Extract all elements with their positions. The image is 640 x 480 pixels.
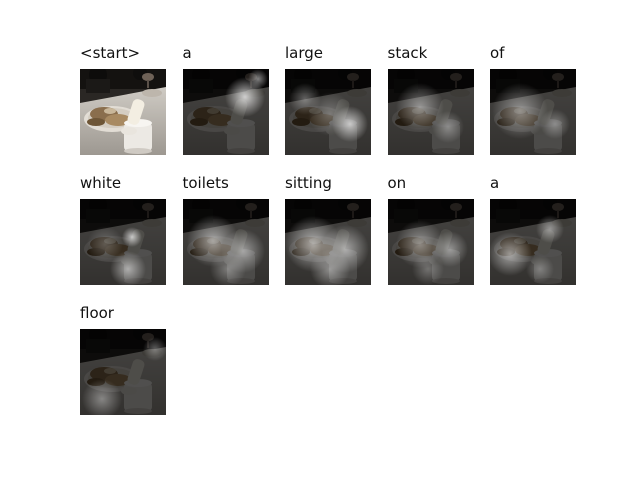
attention-map-image bbox=[285, 199, 371, 285]
attention-map-image bbox=[387, 199, 474, 285]
attention-spot bbox=[395, 83, 444, 131]
attention-map-image bbox=[80, 199, 166, 285]
attention-spot bbox=[87, 226, 123, 262]
caption-word: <start> bbox=[80, 44, 141, 62]
attention-spot bbox=[247, 69, 268, 89]
attention-spot bbox=[536, 215, 564, 243]
attention-spot bbox=[411, 253, 444, 285]
attention-spot bbox=[431, 111, 464, 143]
caption-word: stack bbox=[387, 44, 428, 62]
attention-spot bbox=[82, 379, 122, 415]
caption-word: sitting bbox=[285, 174, 332, 192]
food-scene bbox=[80, 69, 166, 155]
attention-map-image bbox=[285, 69, 371, 155]
caption-word: of bbox=[490, 44, 505, 62]
attention-map-image bbox=[182, 199, 269, 285]
attention-map-image bbox=[80, 329, 166, 415]
attention-spot bbox=[526, 255, 554, 283]
attention-spot bbox=[110, 251, 146, 285]
caption-word: a bbox=[490, 174, 500, 192]
caption-word: toilets bbox=[182, 174, 229, 192]
caption-word: floor bbox=[80, 304, 114, 322]
attention-spot bbox=[308, 92, 352, 136]
attention-spot bbox=[310, 249, 350, 285]
attention-spot bbox=[490, 232, 532, 276]
original-image bbox=[80, 69, 166, 155]
caption-word: white bbox=[80, 174, 122, 192]
attention-map-image bbox=[490, 69, 576, 155]
attention-map-image bbox=[387, 69, 474, 155]
attention-map-image bbox=[182, 69, 269, 155]
attention-spot bbox=[540, 109, 570, 139]
caption-word: on bbox=[387, 174, 407, 192]
attention-map-image bbox=[490, 199, 576, 285]
attention-spot bbox=[209, 251, 246, 285]
attention-spot bbox=[143, 337, 166, 361]
caption-word: a bbox=[182, 44, 192, 62]
attention-spot bbox=[122, 227, 142, 247]
caption-word: large bbox=[285, 44, 324, 62]
attention-spot bbox=[492, 83, 548, 139]
attention-spot bbox=[431, 231, 468, 267]
